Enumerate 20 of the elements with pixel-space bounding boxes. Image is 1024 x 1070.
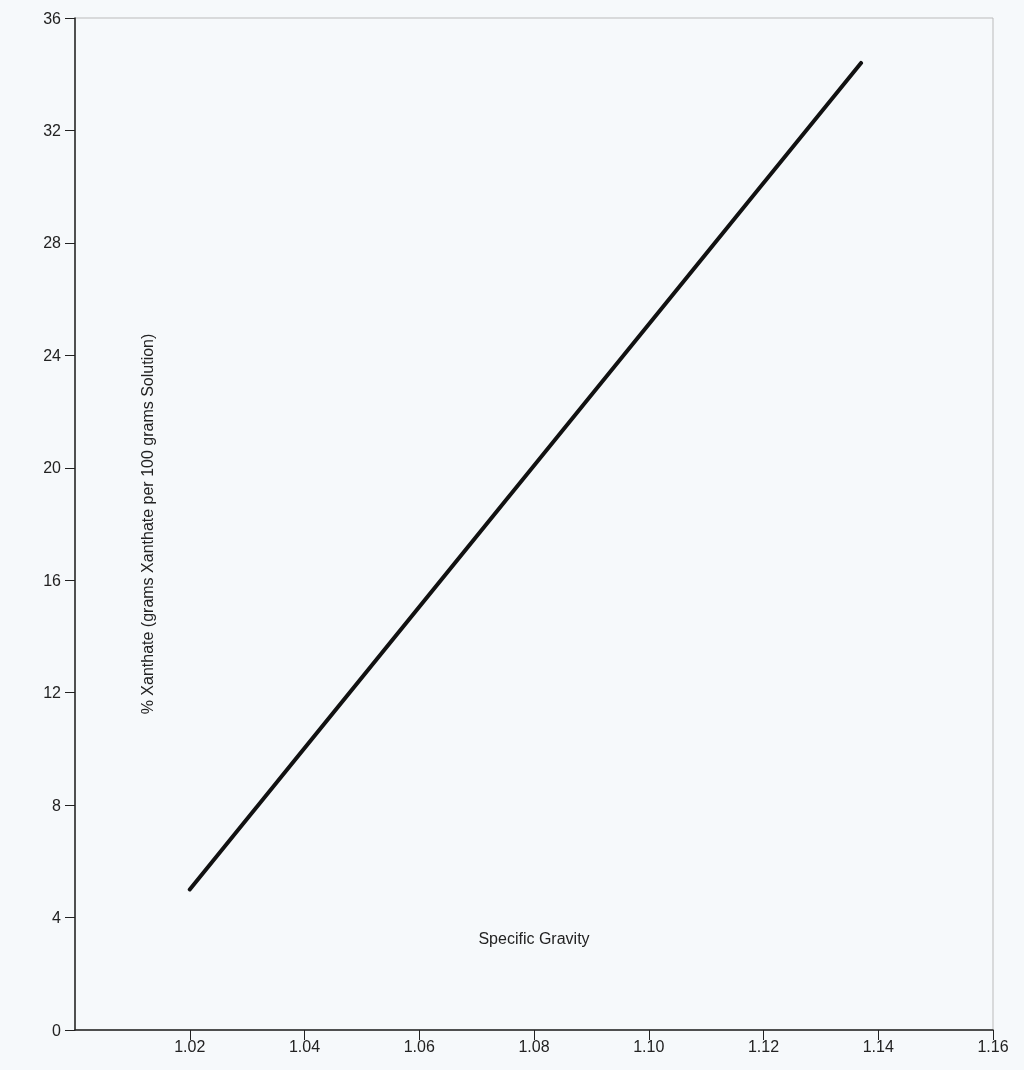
y-tick-label: 36 bbox=[43, 9, 62, 27]
y-axis-title: % Xanthate (grams Xanthate per 100 grams Solution) bbox=[138, 333, 156, 715]
x-tick-label: 1.04 bbox=[288, 1037, 321, 1055]
y-tick-label: 28 bbox=[43, 234, 62, 252]
x-tick-label: 1.08 bbox=[518, 1037, 550, 1055]
y-tick-label: 0 bbox=[52, 1021, 62, 1039]
y-tick-label: 32 bbox=[43, 121, 62, 139]
y-tick-label: 16 bbox=[43, 571, 62, 589]
y-tick-label: 4 bbox=[52, 909, 62, 927]
y-tick-label: 8 bbox=[52, 796, 62, 814]
x-tick-label: 1.06 bbox=[403, 1037, 435, 1055]
x-tick-label: 1.02 bbox=[174, 1037, 206, 1055]
x-axis-title: Specific Gravity bbox=[478, 929, 590, 947]
y-tick-label: 24 bbox=[43, 346, 62, 364]
y-tick-label: 20 bbox=[43, 459, 62, 477]
x-tick-label: 1.16 bbox=[977, 1037, 1009, 1055]
x-tick-label: 1.10 bbox=[633, 1037, 665, 1055]
y-tick-label: 12 bbox=[43, 684, 62, 702]
x-tick-label: 1.14 bbox=[862, 1037, 894, 1055]
x-tick-label: 1.12 bbox=[747, 1037, 780, 1055]
